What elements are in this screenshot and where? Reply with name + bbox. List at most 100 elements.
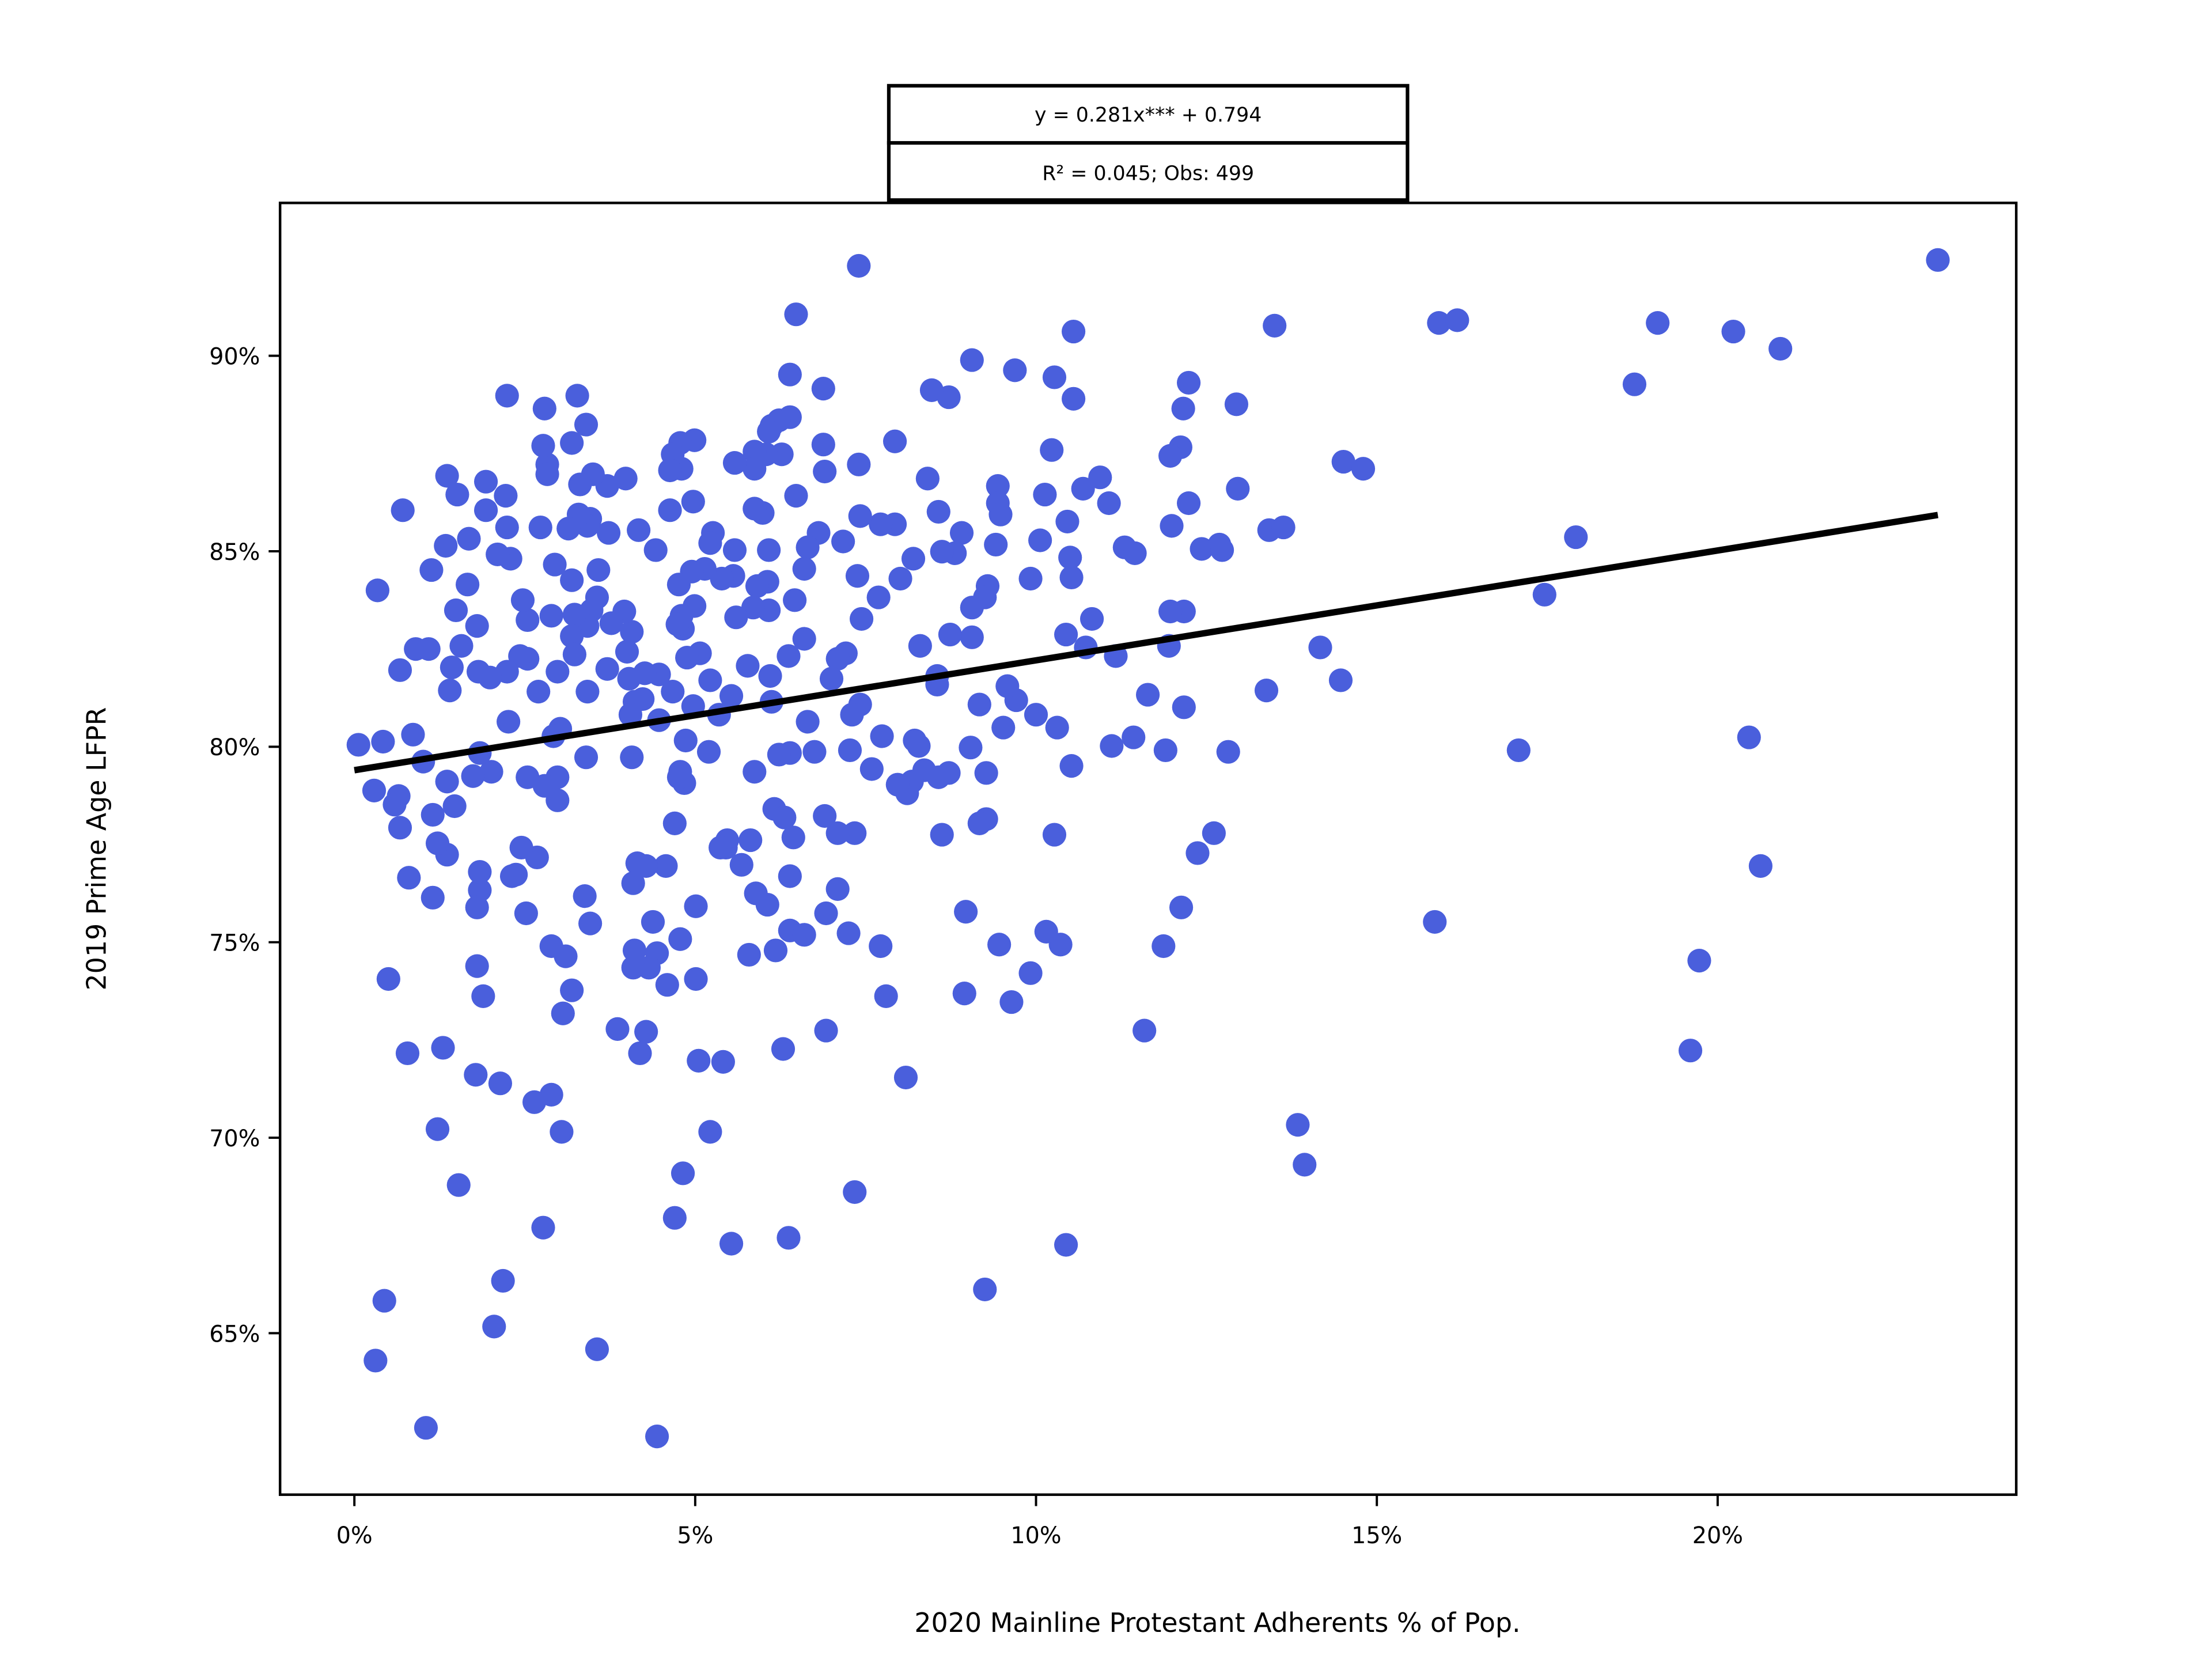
data-point	[719, 1232, 744, 1256]
x-axis-label: 2020 Mainline Protestant Adherents % of …	[914, 1607, 1520, 1638]
data-point	[1226, 476, 1250, 501]
data-point	[605, 1017, 630, 1041]
data-point	[711, 1050, 735, 1074]
data-point	[814, 1018, 838, 1043]
data-point	[531, 434, 555, 458]
data-point	[465, 954, 489, 978]
data-point	[461, 764, 485, 788]
data-point	[767, 743, 791, 767]
data-point	[954, 900, 978, 924]
data-point	[986, 474, 1010, 498]
data-point	[737, 942, 761, 967]
data-point	[960, 348, 984, 372]
data-point	[1054, 622, 1078, 647]
data-point	[1190, 537, 1214, 561]
regression-line	[354, 512, 1938, 774]
data-point	[1033, 482, 1057, 507]
data-point	[719, 684, 744, 708]
data-point	[870, 724, 894, 748]
data-point	[435, 464, 459, 488]
y-tick-label: 75%	[209, 930, 260, 957]
data-point	[613, 467, 638, 491]
data-point	[665, 612, 690, 637]
data-point	[888, 566, 912, 591]
data-point	[987, 933, 1012, 957]
data-point	[840, 703, 864, 727]
data-point	[666, 765, 691, 789]
data-point	[565, 384, 589, 408]
data-point	[495, 515, 519, 540]
data-point	[444, 598, 468, 623]
data-point	[568, 472, 592, 497]
data-point	[819, 666, 844, 691]
data-point	[539, 934, 563, 959]
data-point	[802, 740, 827, 764]
data-point	[531, 1215, 555, 1240]
data-point	[792, 556, 816, 581]
data-point	[684, 967, 708, 991]
data-point	[1748, 854, 1772, 878]
data-point	[709, 835, 733, 860]
data-point	[1427, 311, 1451, 335]
data-point	[893, 1065, 918, 1090]
data-point	[404, 637, 428, 661]
data-point	[479, 760, 503, 784]
data-point	[684, 894, 708, 918]
data-point	[1042, 365, 1067, 389]
data-point	[681, 490, 705, 514]
data-point	[960, 596, 984, 620]
data-point	[494, 484, 518, 508]
data-point	[599, 611, 623, 635]
data-point	[781, 825, 805, 850]
data-point	[1040, 438, 1064, 462]
data-point	[621, 956, 645, 980]
data-point	[738, 828, 763, 853]
data-point	[465, 895, 489, 919]
data-point	[535, 462, 559, 486]
y-tick-label: 85%	[209, 539, 260, 566]
data-point	[1059, 565, 1084, 590]
stats-text: R² = 0.045; Obs: 499	[1042, 162, 1254, 185]
data-point	[949, 521, 974, 545]
data-point	[543, 552, 567, 577]
data-point	[777, 644, 801, 668]
data-point	[575, 680, 600, 704]
data-point	[562, 603, 586, 627]
data-point	[1202, 821, 1226, 845]
data-point	[1210, 538, 1234, 562]
data-point	[973, 1277, 997, 1301]
data-point	[516, 765, 540, 789]
data-point	[1271, 515, 1296, 540]
data-point	[388, 816, 412, 840]
data-point	[736, 654, 760, 678]
data-point	[687, 1048, 711, 1073]
data-point	[724, 605, 748, 630]
data-point	[847, 253, 871, 278]
data-point	[1042, 823, 1067, 847]
data-point	[556, 517, 581, 541]
data-point	[869, 934, 893, 959]
data-point	[578, 911, 603, 935]
data-point	[456, 573, 480, 597]
data-point	[1263, 313, 1287, 338]
data-point	[346, 733, 370, 757]
data-point	[967, 811, 991, 835]
data-point	[908, 634, 932, 658]
data-point	[497, 710, 521, 734]
data-point	[1158, 599, 1183, 624]
x-tick-label: 15%	[1351, 1522, 1402, 1549]
data-point	[562, 642, 586, 666]
data-point	[1293, 1153, 1317, 1177]
data-point	[668, 927, 692, 951]
data-point	[528, 515, 552, 540]
data-point	[1152, 934, 1176, 959]
data-point	[938, 622, 963, 647]
data-point	[627, 518, 651, 542]
data-point	[371, 729, 395, 754]
data-point	[551, 1001, 575, 1025]
data-point	[930, 540, 954, 564]
data-point	[814, 901, 838, 926]
data-point	[573, 884, 597, 908]
data-point	[1176, 370, 1201, 395]
